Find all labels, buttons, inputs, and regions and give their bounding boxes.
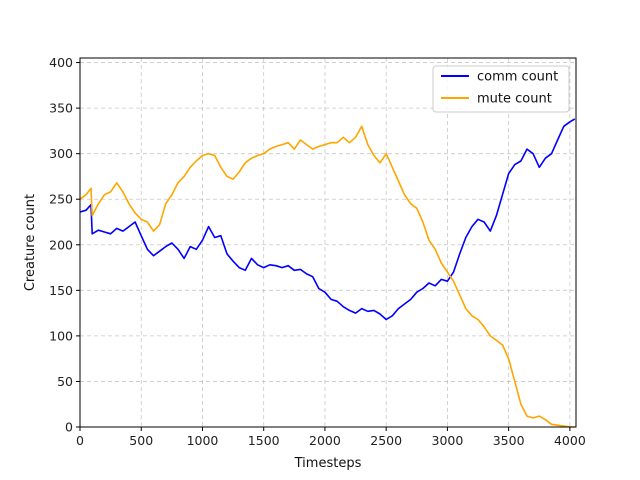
x-tick-label: 1000	[187, 433, 219, 448]
y-tick-label: 400	[49, 55, 73, 70]
x-tick-label: 1500	[248, 433, 280, 448]
x-tick-label: 500	[129, 433, 153, 448]
y-tick-label: 50	[57, 374, 73, 389]
x-tick-label: 3500	[493, 433, 525, 448]
legend: comm count mute count	[432, 65, 570, 113]
y-axis-ticks: 0 50 100 150 200 250 300 350 400	[49, 55, 80, 435]
series-line-mute-count	[79, 125, 575, 428]
y-tick-label: 0	[65, 420, 73, 435]
y-axis-label: Creature count	[23, 194, 38, 291]
series-line-comm-count	[79, 118, 576, 321]
legend-box	[432, 65, 570, 113]
series-lines	[79, 118, 576, 428]
y-tick-label: 100	[49, 328, 73, 343]
plot-frame	[79, 57, 577, 428]
x-tick-label: 4000	[554, 433, 586, 448]
x-tick-label: 0	[76, 433, 84, 448]
x-axis-ticks: 0 500 1000 1500 2000 2500 3000 3500 4000	[76, 427, 586, 448]
grid	[79, 58, 576, 428]
y-tick-label: 250	[49, 192, 73, 207]
legend-label-mute-count: mute count	[477, 92, 552, 107]
x-tick-label: 2000	[309, 433, 341, 448]
x-tick-label: 3000	[432, 433, 464, 448]
x-tick-label: 2500	[370, 433, 402, 448]
x-axis-label: Timesteps	[294, 456, 362, 471]
y-tick-label: 350	[49, 101, 73, 116]
legend-label-comm-count: comm count	[477, 70, 558, 85]
y-tick-label: 200	[49, 237, 73, 252]
y-tick-label: 150	[49, 283, 73, 298]
y-tick-label: 300	[49, 146, 73, 161]
